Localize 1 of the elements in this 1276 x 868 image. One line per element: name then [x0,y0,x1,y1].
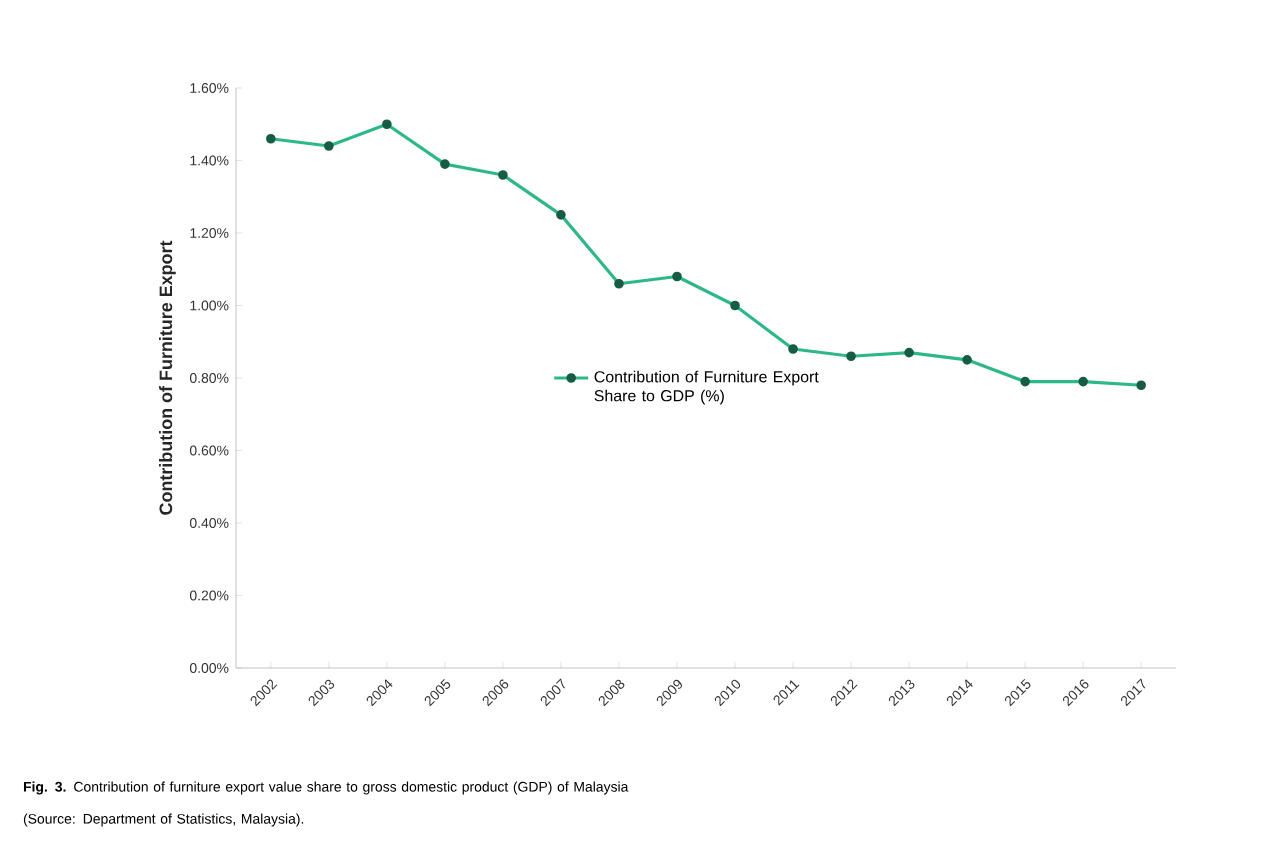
y-axis-title: Contribution of Furniture Export [159,240,176,515]
